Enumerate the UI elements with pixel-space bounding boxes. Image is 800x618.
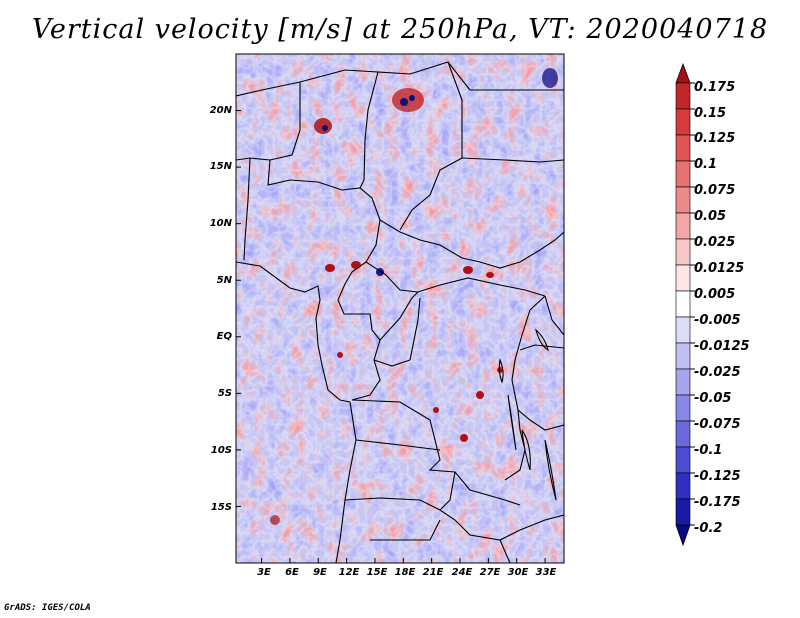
lon-tick-label: 15E	[366, 567, 388, 578]
lon-tick-label: 24E	[451, 567, 473, 578]
colorbar-min-arrow	[675, 524, 691, 547]
colorbar-segment	[675, 108, 691, 136]
chart-title: Vertical velocity [m/s] at 250hPa, VT: 2…	[31, 14, 769, 45]
colorbar-label: 0.075	[694, 183, 736, 198]
lon-tick-label: 18E	[394, 567, 416, 578]
colorbar-label: 0.1	[694, 157, 718, 172]
colorbar-segment	[675, 420, 691, 448]
lat-tick-label: 20N	[209, 105, 232, 116]
colorbar-segment	[675, 498, 691, 526]
colorbar-label: 0.05	[694, 209, 727, 224]
colorbar-segment	[675, 368, 691, 396]
colorbar-label: -0.0125	[694, 339, 750, 354]
colorbar-label: 0.125	[694, 131, 736, 146]
colorbar-label: -0.125	[694, 469, 741, 484]
lon-tick-label: 3E	[257, 567, 271, 578]
colorbar	[675, 62, 695, 547]
lat-tick-label: 10N	[209, 218, 232, 229]
lat-tick-label: 10S	[210, 445, 232, 456]
lon-tick-label: 6E	[285, 567, 299, 578]
colorbar-segment	[675, 212, 691, 240]
updraft-cells	[270, 68, 558, 525]
colorbar-label: -0.075	[694, 417, 741, 432]
lat-tick-label: 15S	[210, 502, 232, 513]
axis-ticks	[236, 110, 546, 563]
colorbar-segment	[675, 160, 691, 188]
colorbar-label: 0.005	[694, 287, 736, 302]
colorbar-label: 0.15	[694, 106, 727, 121]
lat-tick-label: 5N	[216, 275, 232, 286]
lon-tick-label: 33E	[535, 567, 557, 578]
colorbar-label: -0.175	[694, 495, 741, 510]
lon-tick-label: 9E	[313, 567, 327, 578]
colorbar-segment	[675, 472, 691, 500]
colorbar-segment	[675, 290, 691, 318]
lon-tick-label: 21E	[422, 567, 444, 578]
country-borders	[236, 61, 564, 563]
colorbar-segment	[675, 342, 691, 370]
colorbar-segment	[675, 82, 691, 110]
colorbar-label: 0.0125	[694, 261, 745, 276]
lat-tick-label: 5S	[217, 388, 232, 399]
colorbar-segment	[675, 238, 691, 266]
lat-tick-label: EQ	[216, 331, 232, 342]
colorbar-segment	[675, 446, 691, 474]
colorbar-label: -0.1	[694, 443, 723, 458]
colorbar-label: -0.005	[694, 313, 741, 328]
colorbar-label: 0.025	[694, 235, 736, 250]
colorbar-segment	[675, 264, 691, 292]
lat-tick-label: 15N	[209, 161, 232, 172]
plot-frame	[235, 53, 565, 564]
colorbar-max-arrow	[675, 62, 691, 84]
colorbar-segment	[675, 186, 691, 214]
colorbar-label: -0.2	[694, 521, 723, 536]
colorbar-label: -0.05	[694, 391, 732, 406]
lon-tick-label: 30E	[507, 567, 529, 578]
grads-credit: GrADS: IGES/COLA	[4, 603, 91, 613]
colorbar-label: -0.025	[694, 365, 741, 380]
lon-tick-label: 12E	[338, 567, 360, 578]
colorbar-segment	[675, 134, 691, 162]
colorbar-segment	[675, 394, 691, 422]
vertical-velocity-field	[236, 54, 564, 563]
colorbar-segment	[675, 316, 691, 344]
lon-tick-label: 27E	[479, 567, 501, 578]
colorbar-label: 0.175	[694, 80, 736, 95]
